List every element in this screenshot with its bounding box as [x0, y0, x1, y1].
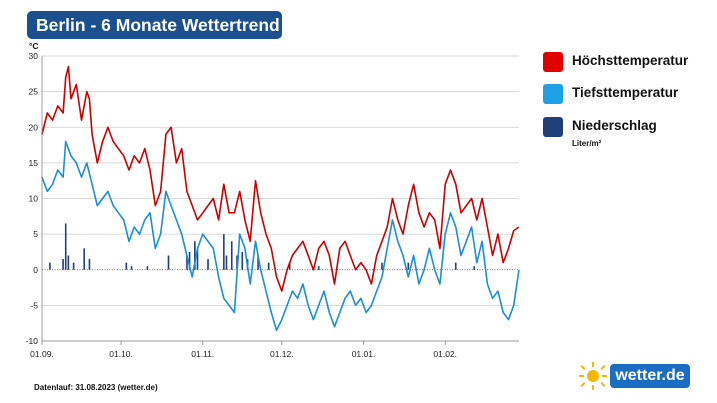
x-tick-label: 01.10. [109, 349, 133, 359]
y-tick-label: 30 [29, 51, 39, 61]
x-tick-label: 01.12. [270, 349, 294, 359]
x-tick-label: 01.11. [191, 349, 214, 359]
precipitation-bar [223, 234, 225, 270]
precipitation-bar [225, 255, 228, 270]
y-tick-label: 20 [29, 122, 39, 132]
legend-label-max: Höchsttemperatur [572, 53, 689, 68]
y-tick-label: -10 [26, 336, 39, 346]
chart-title: Berlin - 6 Monate Wettertrend [27, 11, 282, 39]
precipitation-bar [146, 266, 149, 270]
legend-swatch-min [543, 84, 563, 104]
x-tick-label: 01.01. [352, 349, 376, 359]
precipitation-bar [407, 262, 410, 270]
y-tick-label: 15 [29, 158, 39, 168]
grid-layer [42, 55, 519, 342]
y-tick-label: 0 [33, 265, 38, 275]
precipitation-bar [473, 266, 475, 270]
series-line-höchsttemperatur [41, 65, 520, 292]
y-tick-label: 10 [29, 194, 39, 204]
precipitation-bar [194, 241, 196, 270]
y-tick-label: 5 [33, 229, 38, 239]
precipitation-bar [241, 251, 244, 270]
legend-swatch-max [543, 52, 563, 72]
precipitation-bar [454, 262, 457, 270]
precipitation-bar [230, 241, 233, 270]
axes: -10 -5 0 5 10 15 20 25 30 01.09. 01.10. 01.11. 01.12… [26, 51, 519, 359]
precipitation-bar [167, 255, 170, 270]
precipitation-bar [196, 248, 199, 270]
precipitation-bar [130, 266, 133, 270]
y-tick-label: -5 [30, 300, 38, 310]
precipitation-bar [381, 262, 383, 270]
precipitation-bar [317, 266, 320, 270]
precipitation-bar [188, 251, 191, 270]
legend-label-precip: Niederschlag [572, 118, 657, 133]
precipitation-bar [257, 255, 259, 270]
wetter-logo: wetter.de [578, 362, 690, 390]
legend-swatch-precip [543, 117, 563, 137]
precipitation-bar [64, 223, 67, 270]
x-tick-label: 01.02. [433, 349, 457, 359]
series-line-tiefsttemperatur [41, 140, 520, 332]
data-run-footer: Datenlauf: 31.08.2023 (wetter.de) [34, 383, 158, 392]
precipitation-bar [62, 259, 64, 270]
precipitation-bar [49, 262, 51, 270]
precipitation-unit: Liter/m² [572, 139, 602, 148]
precipitation-bar [186, 255, 188, 270]
precipitation-bar [67, 255, 70, 270]
precipitation-bar [207, 259, 209, 270]
temperature-lines [41, 65, 520, 332]
sun-icon [579, 362, 607, 390]
precipitation-bar [88, 259, 91, 270]
y-tick-label: 25 [29, 87, 39, 97]
precipitation-bar [72, 262, 75, 270]
precipitation-bar [83, 248, 85, 270]
logo-text: wetter.de [610, 364, 690, 388]
precipitation-bar [288, 262, 291, 270]
legend-label-min: Tiefsttemperatur [572, 85, 679, 100]
y-axis-unit: °C [29, 41, 39, 51]
precipitation-bar [125, 262, 128, 270]
x-tick-label: 01.09. [30, 349, 54, 359]
precipitation-bar [267, 262, 270, 270]
